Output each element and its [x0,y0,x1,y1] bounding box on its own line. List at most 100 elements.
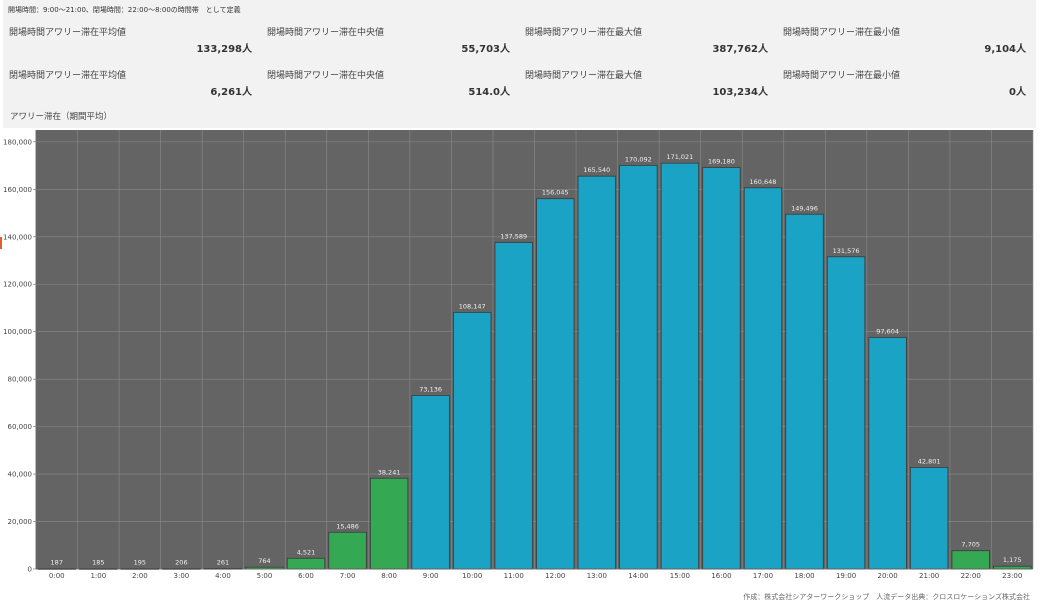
time-definition-note: 開場時間：9:00〜21:00、閉場時間：22:00〜8:00の時間帯 として定… [8,6,241,14]
bar-data-label: 171,021 [666,153,693,161]
bar-data-label: 185 [92,559,104,567]
bar-data-label: 1,175 [1003,556,1022,564]
y-tick-label: 80,000 [8,376,33,384]
bar-data-label: 764 [258,557,270,565]
x-tick-label: 20:00 [878,572,898,580]
x-tick-label: 12:00 [545,572,565,580]
bar-data-label: 4,521 [297,548,316,556]
x-tick-label: 4:00 [215,572,231,580]
x-tick-label: 10:00 [462,572,482,580]
chart-title: アワリー滞在（期間平均） [10,112,113,122]
closed-min-stat: 閉場時間アワリー滞在最小値 0人 [779,68,1029,102]
bar-data-label: 195 [134,559,146,567]
open-max-label: 開場時間アワリー滞在最大値 [525,28,643,38]
bar-1200 [536,198,575,570]
bar-data-label: 7,705 [961,541,980,549]
y-tick-label: 180,000 [3,138,32,146]
bar-data-label: 187 [51,559,63,567]
x-tick-label: 7:00 [340,572,356,580]
x-tick-label: 3:00 [174,572,190,580]
bar-data-label: 165,540 [583,166,610,174]
bar-1900 [826,256,866,570]
x-tick-label: 1:00 [90,572,106,580]
y-tick-label: 20,000 [8,518,33,526]
x-tick-label: 0:00 [49,572,65,580]
bar-data-label: 42,801 [918,457,941,465]
bar-700 [328,531,367,570]
bar-1000 [453,311,492,570]
closed-median-value: 514.0人 [468,87,510,98]
bar-1500 [660,162,700,570]
bar-data-label: 38,241 [378,468,401,476]
open-avg-stat: 開場時間アワリー滞在平均値 133,298人 [5,25,255,59]
bar-data-label: 97,604 [876,327,899,335]
bar-1700 [743,187,783,570]
x-tick-label: 14:00 [628,572,648,580]
bar-data-label: 131,576 [833,247,860,255]
bar-900 [411,395,450,570]
bar-data-label: 160,648 [750,178,777,186]
bar-data-label: 206 [175,559,187,567]
closed-max-value: 103,234人 [712,87,768,98]
closed-avg-label: 閉場時間アワリー滞在平均値 [9,71,127,81]
open-avg-value: 133,298人 [196,44,252,55]
bar-data-label: 156,045 [542,189,569,197]
x-tick-label: 13:00 [587,572,607,580]
x-tick-label: 5:00 [257,572,273,580]
open-median-value: 55,703人 [461,44,510,55]
open-avg-label: 開場時間アワリー滞在平均値 [9,28,127,38]
open-max-value: 387,762人 [712,44,768,55]
bar-data-label: 169,180 [708,158,735,166]
bar-600 [286,557,326,570]
y-tick-label: 120,000 [3,281,32,289]
bar-2000 [868,336,907,570]
closed-max-label: 閉場時間アワリー滞在最大値 [525,71,643,81]
edge-marker [0,237,2,249]
bar-data-label: 149,496 [791,204,818,212]
y-tick-label: 100,000 [3,328,32,336]
x-tick-label: 17:00 [753,572,773,580]
bar-data-label: 170,092 [625,155,652,163]
open-min-value: 9,104人 [984,44,1026,55]
x-tick-label: 15:00 [670,572,690,580]
bar-1800 [785,213,824,570]
bar-data-label: 73,136 [419,385,442,393]
bar-data-label: 108,147 [459,302,486,310]
x-tick-label: 19:00 [836,572,856,580]
closed-max-stat: 閉場時間アワリー滞在最大値 103,234人 [521,68,771,102]
closed-avg-value: 6,261人 [210,87,252,98]
x-tick-label: 18:00 [794,572,814,580]
x-tick-label: 11:00 [504,572,524,580]
x-tick-label: 2:00 [132,572,148,580]
bar-2300 [993,565,1032,570]
bar-data-label: 137,589 [500,233,527,241]
bar-data-label: 261 [217,558,229,566]
closed-median-label: 閉場時間アワリー滞在中央値 [267,71,385,81]
open-median-stat: 開場時間アワリー滞在中央値 55,703人 [263,25,513,59]
y-tick-label: 40,000 [8,471,33,479]
x-tick-label: 21:00 [919,572,939,580]
closed-median-stat: 閉場時間アワリー滞在中央値 514.0人 [263,68,513,102]
y-tick-label: 0 [28,566,32,574]
x-tick-label: 8:00 [381,572,397,580]
y-tick-label: 160,000 [3,186,32,194]
bar-2100 [909,467,949,570]
y-tick-label: 140,000 [3,233,32,241]
y-tick-label: 60,000 [8,423,33,431]
bar-800 [369,477,409,570]
open-max-stat: 開場時間アワリー滞在最大値 387,762人 [521,25,771,59]
hourly-stay-bar-chart: 0 20,000 40,000 60,000 80,000 100,000 120,000 1… [3,130,1034,580]
bar-1100 [494,242,533,570]
closed-min-value: 0人 [1009,87,1026,98]
x-tick-label: 9:00 [423,572,439,580]
x-tick-label: 6:00 [298,572,314,580]
open-median-label: 開場時間アワリー滞在中央値 [267,28,385,38]
closed-min-label: 閉場時間アワリー滞在最小値 [783,71,901,81]
x-tick-label: 22:00 [961,572,981,580]
closed-avg-stat: 閉場時間アワリー滞在平均値 6,261人 [5,68,255,102]
summary-panel: 開場時間：9:00〜21:00、閉場時間：22:00〜8:00の時間帯 として定… [3,0,1036,128]
bar-2200 [951,550,990,570]
bar-data-label: 15,486 [336,522,359,530]
open-min-stat: 開場時間アワリー滞在最小値 9,104人 [779,25,1029,59]
x-tick-label: 16:00 [711,572,731,580]
